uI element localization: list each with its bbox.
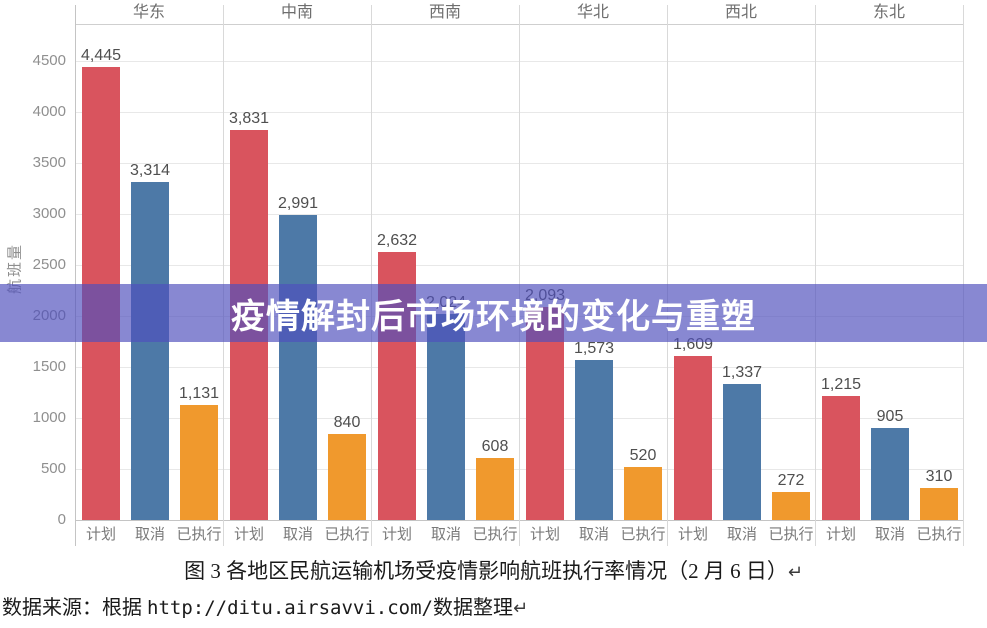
region-header-1: 华东	[132, 4, 165, 21]
source-prefix: 数据来源：根据	[2, 597, 147, 619]
bar-value-label: 1,131	[178, 384, 220, 402]
y-tick-label: 4000	[32, 103, 66, 121]
y-axis-line	[75, 5, 76, 546]
y-tick-label: 0	[57, 511, 66, 528]
category-label: 计划	[381, 526, 412, 543]
category-label: 取消	[726, 526, 757, 543]
category-label: 计划	[85, 526, 116, 543]
region-header-3: 西南	[428, 4, 461, 21]
category-label: 取消	[282, 526, 313, 543]
bar-value-label: 3,314	[129, 162, 171, 180]
bar-西北-计划	[674, 356, 712, 520]
bar-value-label: 310	[925, 468, 953, 486]
category-label: 已执行	[472, 526, 518, 543]
bar-东北-已执行	[920, 488, 958, 520]
bar-西南-已执行	[476, 458, 514, 520]
y-tick-label: 2500	[32, 256, 66, 274]
y-tick-label: 4500	[32, 52, 66, 70]
region-separator	[371, 5, 372, 546]
category-label: 计划	[677, 526, 708, 543]
region-header-5: 西北	[724, 4, 757, 21]
region-separator	[667, 5, 668, 546]
region-separator	[223, 5, 224, 546]
bar-value-label: 840	[333, 414, 361, 432]
bar-华东-已执行	[180, 404, 218, 520]
bar-华北-取消	[575, 359, 613, 520]
bar-西北-取消	[723, 383, 761, 520]
category-label: 计划	[233, 526, 264, 543]
y-tick-label: 500	[40, 460, 66, 478]
bar-东北-取消	[871, 427, 909, 520]
bar-西北-已执行	[772, 492, 810, 520]
bar-华东-取消	[131, 182, 169, 520]
title-banner-overlay: 疫情解封后市场环境的变化与重塑	[0, 284, 987, 342]
bar-中南-取消	[279, 215, 317, 520]
region-header-2: 中南	[280, 4, 313, 21]
return-mark-icon: ↵	[512, 598, 529, 619]
region-separator	[815, 5, 816, 546]
category-label: 取消	[874, 526, 905, 543]
region-separator	[519, 5, 520, 546]
y-tick-label: 3500	[32, 154, 66, 172]
category-label: 取消	[134, 526, 165, 543]
category-label: 取消	[430, 526, 461, 543]
bar-华北-计划	[526, 306, 564, 520]
bar-华北-已执行	[624, 467, 662, 520]
category-label: 已执行	[768, 526, 814, 543]
bar-value-label: 1,573	[573, 339, 615, 357]
region-header-6: 东北	[872, 4, 905, 21]
y-tick-label: 1500	[32, 358, 66, 376]
bar-value-label: 4,445	[80, 47, 122, 65]
bar-value-label: 2,632	[376, 231, 418, 249]
y-tick-label: 1000	[32, 409, 66, 427]
flight-volume-bar-chart: 航班量 450040003500300025002000150010005000…	[7, 4, 964, 546]
category-label: 已执行	[176, 526, 222, 543]
data-source-line: 数据来源：根据 http://ditu.airsavvi.com/数据整理↵	[2, 594, 987, 623]
category-label: 取消	[578, 526, 609, 543]
y-tick-label: 3000	[32, 205, 66, 223]
bar-value-label: 608	[481, 438, 509, 456]
bar-value-label: 520	[629, 447, 657, 464]
region-header-4: 华北	[576, 4, 609, 21]
bar-value-label: 2,991	[277, 195, 319, 213]
category-label: 已执行	[620, 526, 666, 543]
bar-value-label: 905	[876, 407, 904, 425]
category-label: 计划	[529, 526, 560, 543]
bar-value-label: 272	[777, 472, 805, 490]
source-suffix: 数据整理	[432, 597, 513, 619]
bar-value-label: 1,337	[721, 363, 763, 381]
category-label: 已执行	[324, 526, 370, 543]
bar-中南-已执行	[328, 434, 366, 520]
return-mark-icon: ↵	[787, 562, 803, 583]
figure-caption: 图 3 各地区民航运输机场受疫情影响航班执行率情况（2 月 6 日）↵	[0, 557, 987, 587]
plot-right-border	[963, 5, 964, 546]
bar-value-label: 1,215	[820, 376, 862, 394]
category-label: 计划	[825, 526, 856, 543]
figure-caption-text: 图 3 各地区民航运输机场受疫情影响航班执行率情况（2 月 6 日）	[184, 559, 788, 583]
bar-西南-取消	[427, 313, 465, 520]
category-label: 已执行	[916, 526, 962, 543]
source-url: http://ditu.airsavvi.com/	[147, 597, 433, 619]
bar-东北-计划	[822, 396, 860, 520]
banner-title: 疫情解封后市场环境的变化与重塑	[231, 297, 756, 336]
bar-value-label: 3,831	[228, 109, 270, 127]
